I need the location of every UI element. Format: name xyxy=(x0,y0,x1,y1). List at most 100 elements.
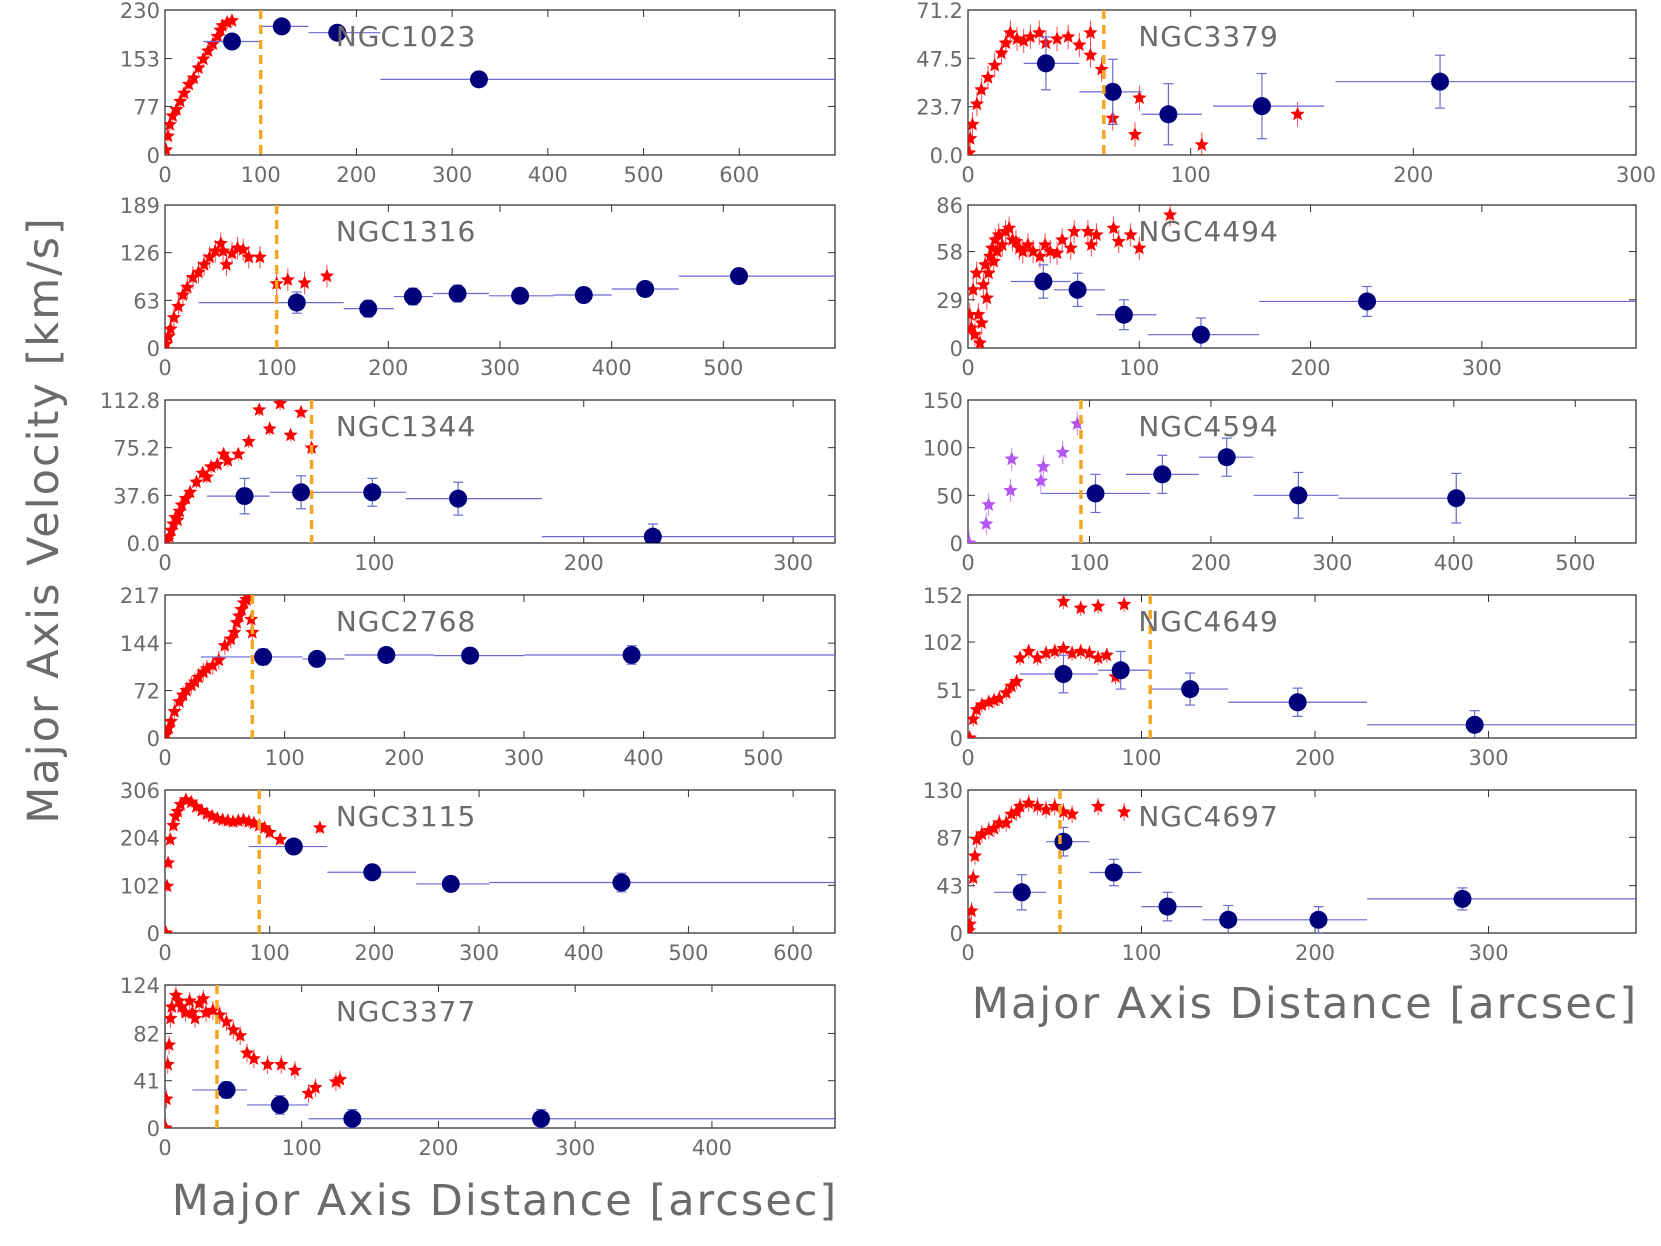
stellar-point xyxy=(979,290,994,305)
x-tick-label: 0 xyxy=(961,941,974,965)
stellar-point xyxy=(165,522,179,537)
plot-area xyxy=(165,10,835,155)
stellar-point xyxy=(208,243,223,258)
gc-series xyxy=(1040,437,1636,524)
panel-ngc2768: 0 100 200 300 400 500 0 72 144 217 NGC2768 xyxy=(120,584,836,770)
gc-point xyxy=(1159,105,1178,124)
gc-point xyxy=(359,299,378,318)
gc-point xyxy=(448,284,467,303)
stellar-point xyxy=(1049,245,1065,260)
gc-point xyxy=(622,645,641,664)
x-tick-label: 0 xyxy=(961,356,974,380)
gc-point xyxy=(1252,97,1271,116)
stellar-point xyxy=(165,142,174,155)
y-tick-label: 23.7 xyxy=(916,96,963,120)
stellar-point xyxy=(262,825,277,839)
stellar-point xyxy=(210,29,225,43)
stellar-point xyxy=(991,227,1006,241)
stellar-point xyxy=(227,625,242,639)
stellar-point xyxy=(165,321,178,336)
y-tick-label: 153 xyxy=(120,48,160,72)
x-tick-label: 0 xyxy=(158,163,171,187)
gc-series xyxy=(248,837,835,893)
panel-ngc1344: 0 100 200 300 0.0 37.6 75.2 112.8 NGC1344 xyxy=(100,389,836,575)
stellar-point xyxy=(199,469,214,484)
stellar-point xyxy=(1123,227,1138,241)
stellar-point xyxy=(182,993,197,1008)
stellar-point xyxy=(974,315,989,330)
stellar-point xyxy=(1056,804,1071,819)
x-tick-label: 500 xyxy=(703,356,743,380)
stellar-point xyxy=(1290,106,1305,121)
y-tick-label: 0 xyxy=(147,337,160,361)
y-tick-label: 82 xyxy=(133,1022,160,1046)
stellar-point xyxy=(260,1057,275,1071)
y-tick-label: 150 xyxy=(923,389,963,413)
y-tick-label: 51 xyxy=(936,679,963,703)
plot-area xyxy=(165,790,835,933)
x-tick-label: 500 xyxy=(668,941,708,965)
stellar-point xyxy=(1036,459,1051,473)
stellar-point xyxy=(169,102,184,116)
x-tick-label: 100 xyxy=(1121,941,1161,965)
plot-area xyxy=(968,10,1636,155)
x-tick-label: 400 xyxy=(564,941,604,965)
stellar-point xyxy=(968,848,983,863)
stellar-point xyxy=(224,245,240,260)
galaxy-name: NGC4697 xyxy=(1138,800,1278,833)
stellar-point xyxy=(200,43,216,57)
y-ticks: 0 72 144 217 xyxy=(120,584,835,751)
stellar-point xyxy=(1132,90,1147,104)
y-tick-label: 50 xyxy=(936,484,963,508)
stellar-series xyxy=(968,595,1132,738)
gc-point xyxy=(270,1095,289,1114)
stellar-point xyxy=(165,999,179,1013)
x-tick-label: 100 xyxy=(257,356,297,380)
stellar-point xyxy=(216,446,231,461)
x-tick-label: 300 xyxy=(480,356,520,380)
gc-point xyxy=(1158,897,1177,916)
plot-frame xyxy=(164,399,836,544)
x-tick-label: 400 xyxy=(692,1136,732,1160)
stellar-point xyxy=(986,254,1001,268)
stellar-point xyxy=(968,535,977,543)
stellar-point xyxy=(1073,643,1088,658)
stellar-point xyxy=(992,691,1007,705)
y-tick-label: 112.8 xyxy=(100,389,160,413)
x-ticks: 0 100 200 300 400 500 600 xyxy=(158,790,813,965)
y-tick-label: 87 xyxy=(936,826,963,850)
stellar-point xyxy=(173,93,188,108)
x-tick-label: 500 xyxy=(743,746,783,770)
x-tick-label: 200 xyxy=(1295,746,1335,770)
x-tick-label: 200 xyxy=(384,746,424,770)
y-tick-label: 230 xyxy=(120,0,160,23)
gc-point xyxy=(254,647,273,666)
x-tick-label: 400 xyxy=(624,746,664,770)
stellar-point xyxy=(312,820,328,834)
stellar-point xyxy=(1038,802,1054,816)
gc-series xyxy=(1023,36,1636,146)
stellar-point xyxy=(1194,137,1209,151)
x-ticks: 0 100 200 300 400 500 600 xyxy=(158,10,759,187)
stellar-point xyxy=(224,13,240,27)
gc-point xyxy=(377,645,396,664)
stellar-point xyxy=(1030,650,1045,665)
stellar-point xyxy=(183,484,198,499)
gc-point xyxy=(1288,693,1307,712)
y-tick-label: 152 xyxy=(923,584,963,608)
x-tick-label: 200 xyxy=(1191,551,1231,575)
stellar-point xyxy=(166,310,182,324)
stellar-point xyxy=(233,1028,248,1042)
stellar-point xyxy=(273,832,288,846)
stellar-point xyxy=(1083,47,1098,62)
y-tick-label: 71.2 xyxy=(916,0,963,23)
stellar-point xyxy=(1111,234,1126,248)
gc-series xyxy=(200,645,835,668)
x-tick-label: 0 xyxy=(961,551,974,575)
stellar-point xyxy=(196,991,211,1005)
gc-point xyxy=(1191,325,1210,344)
stellar-point xyxy=(274,1057,289,1071)
stellar-point xyxy=(231,446,246,461)
stellar-point xyxy=(1061,29,1076,43)
